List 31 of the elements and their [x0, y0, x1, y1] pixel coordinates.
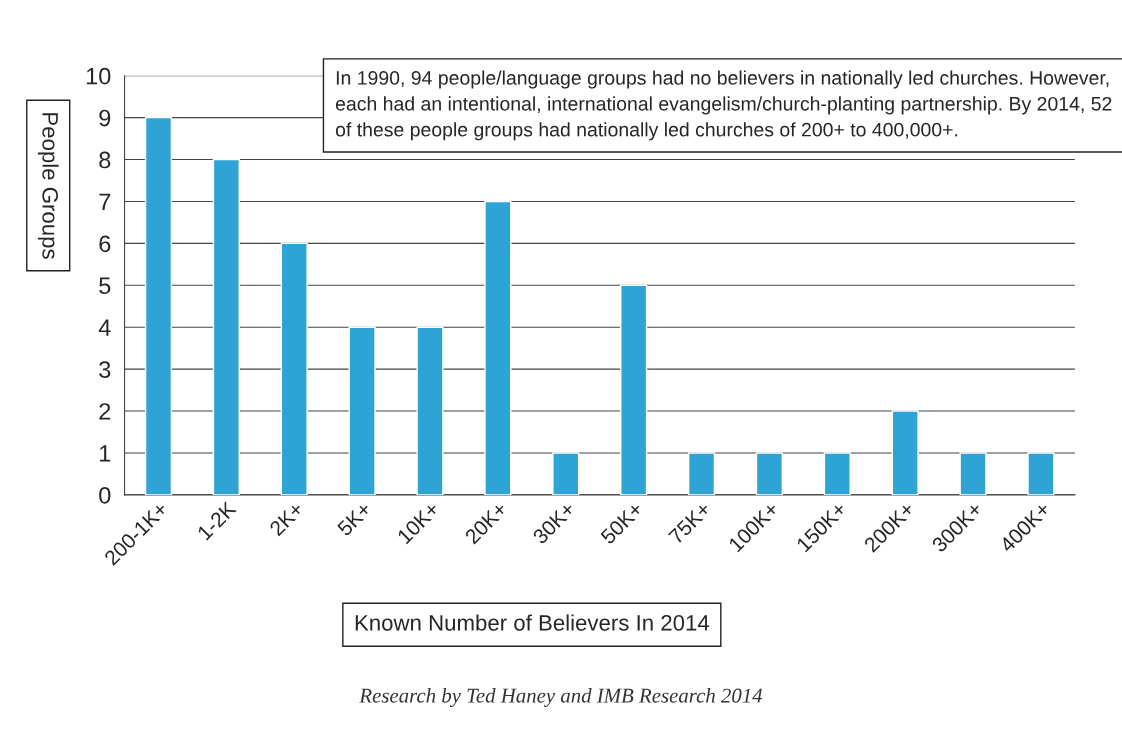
- x-tick-label: 5K+: [336, 501, 373, 537]
- x-axis-title: Known Number of Believers In 2014: [355, 614, 710, 631]
- y-tick-label: 0: [99, 486, 111, 504]
- annotation: In 1990, 94 people/language groups had no believers in nationally led churches. However, each had an intentional, international evangelism/church-planting partnership. By 2014, 52 of these people groups had nationally led churches of 200+ to 400,000+.: [335, 70, 1112, 141]
- bar: [144, 116, 173, 495]
- y-tick-label: 6: [99, 235, 111, 253]
- y-tick-label: 2: [99, 403, 111, 420]
- y-axis-title: People Groups: [37, 113, 59, 259]
- bar: [212, 158, 240, 495]
- y-tick-label: 3: [99, 361, 111, 378]
- y-tick-label: 5: [99, 277, 111, 295]
- y-tick-label: 8: [99, 151, 111, 169]
- bar: [484, 200, 512, 495]
- bar: [687, 452, 716, 495]
- bar: [416, 326, 444, 495]
- y-tick-label: 4: [98, 319, 111, 336]
- bar: [959, 452, 987, 495]
- text: Research by Ted Haney and IMB Research 2014: [359, 688, 763, 707]
- bar: [620, 284, 648, 495]
- bar: [552, 452, 580, 495]
- bar: [280, 242, 308, 495]
- bar: [823, 452, 851, 495]
- y-tick-label: 7: [99, 193, 111, 211]
- x-tick-label: 2K+: [268, 500, 305, 537]
- y-tick-label: 10: [86, 67, 111, 85]
- bar: [891, 410, 919, 495]
- bar: [1027, 452, 1055, 495]
- bar: [348, 326, 376, 495]
- y-tick-label: 9: [99, 109, 111, 127]
- y-tick-label: 1: [100, 445, 111, 462]
- bar: [755, 452, 784, 495]
